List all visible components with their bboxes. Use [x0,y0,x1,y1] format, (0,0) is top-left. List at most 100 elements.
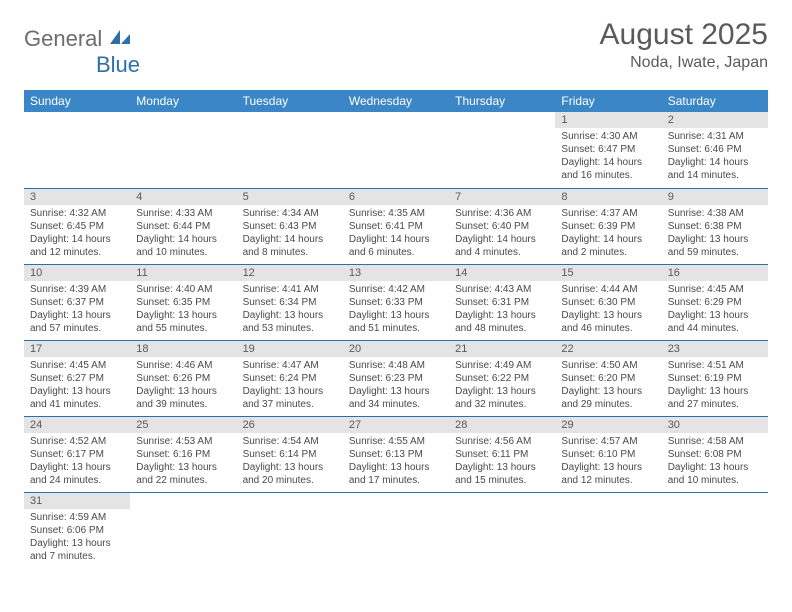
day-details: Sunrise: 4:58 AMSunset: 6:08 PMDaylight:… [662,433,768,491]
sunset-line: Sunset: 6:44 PM [136,220,230,233]
sunrise-line: Sunrise: 4:40 AM [136,283,230,296]
sunrise-line: Sunrise: 4:37 AM [561,207,655,220]
sunset-line: Sunset: 6:08 PM [668,448,762,461]
day-details: Sunrise: 4:57 AMSunset: 6:10 PMDaylight:… [555,433,661,491]
daylight-line: Daylight: 13 hours and 48 minutes. [455,309,549,335]
sunset-line: Sunset: 6:33 PM [349,296,443,309]
daylight-line: Daylight: 13 hours and 41 minutes. [30,385,124,411]
day-number: 20 [343,341,449,357]
day-number [237,112,343,128]
calendar-cell: 22Sunrise: 4:50 AMSunset: 6:20 PMDayligh… [555,340,661,416]
day-number: 26 [237,417,343,433]
calendar-cell: 7Sunrise: 4:36 AMSunset: 6:40 PMDaylight… [449,188,555,264]
day-number: 22 [555,341,661,357]
calendar-cell: 28Sunrise: 4:56 AMSunset: 6:11 PMDayligh… [449,416,555,492]
day-details: Sunrise: 4:40 AMSunset: 6:35 PMDaylight:… [130,281,236,339]
day-number [237,493,343,509]
day-number: 23 [662,341,768,357]
calendar-cell: 2Sunrise: 4:31 AMSunset: 6:46 PMDaylight… [662,112,768,188]
sunrise-line: Sunrise: 4:51 AM [668,359,762,372]
daylight-line: Daylight: 14 hours and 10 minutes. [136,233,230,259]
day-details: Sunrise: 4:37 AMSunset: 6:39 PMDaylight:… [555,205,661,263]
calendar-cell: 29Sunrise: 4:57 AMSunset: 6:10 PMDayligh… [555,416,661,492]
sunrise-line: Sunrise: 4:48 AM [349,359,443,372]
month-title: August 2025 [600,18,768,52]
logo-text-blue: Blue [96,52,140,77]
day-number [130,493,236,509]
sunset-line: Sunset: 6:26 PM [136,372,230,385]
sunset-line: Sunset: 6:39 PM [561,220,655,233]
sunset-line: Sunset: 6:13 PM [349,448,443,461]
day-details: Sunrise: 4:46 AMSunset: 6:26 PMDaylight:… [130,357,236,415]
day-details: Sunrise: 4:45 AMSunset: 6:29 PMDaylight:… [662,281,768,339]
sunset-line: Sunset: 6:22 PM [455,372,549,385]
sunset-line: Sunset: 6:10 PM [561,448,655,461]
day-details: Sunrise: 4:56 AMSunset: 6:11 PMDaylight:… [449,433,555,491]
daylight-line: Daylight: 13 hours and 34 minutes. [349,385,443,411]
daylight-line: Daylight: 13 hours and 24 minutes. [30,461,124,487]
sunrise-line: Sunrise: 4:34 AM [243,207,337,220]
calendar-cell: 16Sunrise: 4:45 AMSunset: 6:29 PMDayligh… [662,264,768,340]
day-details: Sunrise: 4:47 AMSunset: 6:24 PMDaylight:… [237,357,343,415]
calendar-cell: 3Sunrise: 4:32 AMSunset: 6:45 PMDaylight… [24,188,130,264]
calendar-cell: 4Sunrise: 4:33 AMSunset: 6:44 PMDaylight… [130,188,236,264]
daylight-line: Daylight: 13 hours and 10 minutes. [668,461,762,487]
day-number: 18 [130,341,236,357]
day-number [343,112,449,128]
daylight-line: Daylight: 13 hours and 59 minutes. [668,233,762,259]
day-details: Sunrise: 4:35 AMSunset: 6:41 PMDaylight:… [343,205,449,263]
calendar-cell: 30Sunrise: 4:58 AMSunset: 6:08 PMDayligh… [662,416,768,492]
day-details: Sunrise: 4:45 AMSunset: 6:27 PMDaylight:… [24,357,130,415]
sunrise-line: Sunrise: 4:39 AM [30,283,124,296]
sunrise-line: Sunrise: 4:33 AM [136,207,230,220]
day-details: Sunrise: 4:52 AMSunset: 6:17 PMDaylight:… [24,433,130,491]
sunrise-line: Sunrise: 4:46 AM [136,359,230,372]
sunrise-line: Sunrise: 4:50 AM [561,359,655,372]
calendar-cell: 8Sunrise: 4:37 AMSunset: 6:39 PMDaylight… [555,188,661,264]
calendar-cell [343,492,449,568]
daylight-line: Daylight: 14 hours and 12 minutes. [30,233,124,259]
calendar-cell: 26Sunrise: 4:54 AMSunset: 6:14 PMDayligh… [237,416,343,492]
sunrise-line: Sunrise: 4:54 AM [243,435,337,448]
sunset-line: Sunset: 6:46 PM [668,143,762,156]
daylight-line: Daylight: 14 hours and 6 minutes. [349,233,443,259]
sunrise-line: Sunrise: 4:58 AM [668,435,762,448]
daylight-line: Daylight: 13 hours and 53 minutes. [243,309,337,335]
daylight-line: Daylight: 13 hours and 57 minutes. [30,309,124,335]
day-header: Thursday [449,90,555,112]
sunset-line: Sunset: 6:20 PM [561,372,655,385]
calendar-cell [24,112,130,188]
sunset-line: Sunset: 6:17 PM [30,448,124,461]
calendar-cell: 15Sunrise: 4:44 AMSunset: 6:30 PMDayligh… [555,264,661,340]
day-number: 27 [343,417,449,433]
sunset-line: Sunset: 6:41 PM [349,220,443,233]
calendar-cell: 23Sunrise: 4:51 AMSunset: 6:19 PMDayligh… [662,340,768,416]
calendar-cell [237,112,343,188]
sunset-line: Sunset: 6:30 PM [561,296,655,309]
daylight-line: Daylight: 14 hours and 14 minutes. [668,156,762,182]
calendar-cell [130,112,236,188]
sunrise-line: Sunrise: 4:45 AM [668,283,762,296]
calendar-row: 17Sunrise: 4:45 AMSunset: 6:27 PMDayligh… [24,340,768,416]
daylight-line: Daylight: 13 hours and 51 minutes. [349,309,443,335]
day-number: 30 [662,417,768,433]
calendar-cell: 9Sunrise: 4:38 AMSunset: 6:38 PMDaylight… [662,188,768,264]
day-header-row: Sunday Monday Tuesday Wednesday Thursday… [24,90,768,112]
sunrise-line: Sunrise: 4:57 AM [561,435,655,448]
day-details: Sunrise: 4:43 AMSunset: 6:31 PMDaylight:… [449,281,555,339]
daylight-line: Daylight: 13 hours and 22 minutes. [136,461,230,487]
sunset-line: Sunset: 6:16 PM [136,448,230,461]
calendar-cell: 17Sunrise: 4:45 AMSunset: 6:27 PMDayligh… [24,340,130,416]
day-header: Monday [130,90,236,112]
daylight-line: Daylight: 13 hours and 39 minutes. [136,385,230,411]
daylight-line: Daylight: 13 hours and 44 minutes. [668,309,762,335]
sunset-line: Sunset: 6:34 PM [243,296,337,309]
daylight-line: Daylight: 13 hours and 17 minutes. [349,461,443,487]
day-details: Sunrise: 4:50 AMSunset: 6:20 PMDaylight:… [555,357,661,415]
day-details: Sunrise: 4:30 AMSunset: 6:47 PMDaylight:… [555,128,661,186]
calendar-row: 24Sunrise: 4:52 AMSunset: 6:17 PMDayligh… [24,416,768,492]
day-number: 14 [449,265,555,281]
calendar-cell: 10Sunrise: 4:39 AMSunset: 6:37 PMDayligh… [24,264,130,340]
sunrise-line: Sunrise: 4:55 AM [349,435,443,448]
calendar-cell [343,112,449,188]
